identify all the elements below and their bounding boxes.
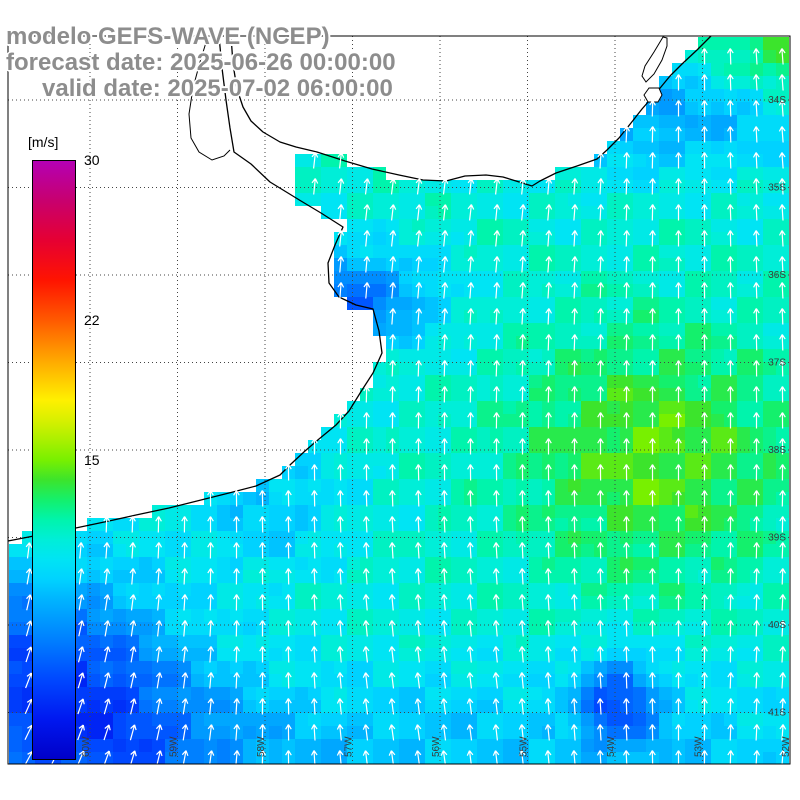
map-frame <box>7 35 791 765</box>
lat-label: 38S <box>768 445 786 456</box>
colorbar: [m/s] 30 22 15 <box>28 134 100 760</box>
lon-label: 60W <box>81 736 92 757</box>
plot-titles: modelo GEFS-WAVE (NCEP) forecast date: 2… <box>6 24 396 102</box>
lon-label: 55W <box>519 736 530 757</box>
colorbar-tick-15: 15 <box>84 452 100 468</box>
lon-label: 56W <box>431 736 442 757</box>
lat-label: 39S <box>768 533 786 544</box>
valid-date: valid date: 2025-07-02 06:00:00 <box>42 75 393 102</box>
coastline <box>7 35 712 542</box>
lat-label: 34S <box>768 95 786 106</box>
colorbar-gradient <box>32 160 76 760</box>
lon-label: 54W <box>606 736 617 757</box>
lat-label: 41S <box>768 708 786 719</box>
lon-label: 52W <box>781 736 792 757</box>
lagoon <box>643 87 663 103</box>
colorbar-tick-30: 30 <box>84 152 100 168</box>
lon-label: 58W <box>256 736 267 757</box>
colorbar-unit-label: [m/s] <box>28 134 59 150</box>
wind-direction-arrows <box>24 48 787 764</box>
lon-label: 59W <box>169 736 180 757</box>
axis-labels: 60W 59W 58W 57W 56W 55W 54W 53W 52W 34S 35S 36S 37S 3… <box>81 95 792 757</box>
model-name: modelo GEFS-WAVE (NCEP) <box>6 23 330 50</box>
lat-label: 36S <box>768 270 786 281</box>
river <box>188 35 231 161</box>
colorbar-tick-22: 22 <box>84 312 100 328</box>
wave-field-cells <box>9 37 789 764</box>
forecast-date: forecast date: 2025-06-26 00:00:00 <box>6 49 396 76</box>
lon-label: 57W <box>344 736 355 757</box>
lat-label: 35S <box>768 183 786 194</box>
lat-label: 40S <box>768 620 786 631</box>
lat-label: 37S <box>768 358 786 369</box>
lon-label: 53W <box>694 736 705 757</box>
lagoon <box>641 36 668 83</box>
